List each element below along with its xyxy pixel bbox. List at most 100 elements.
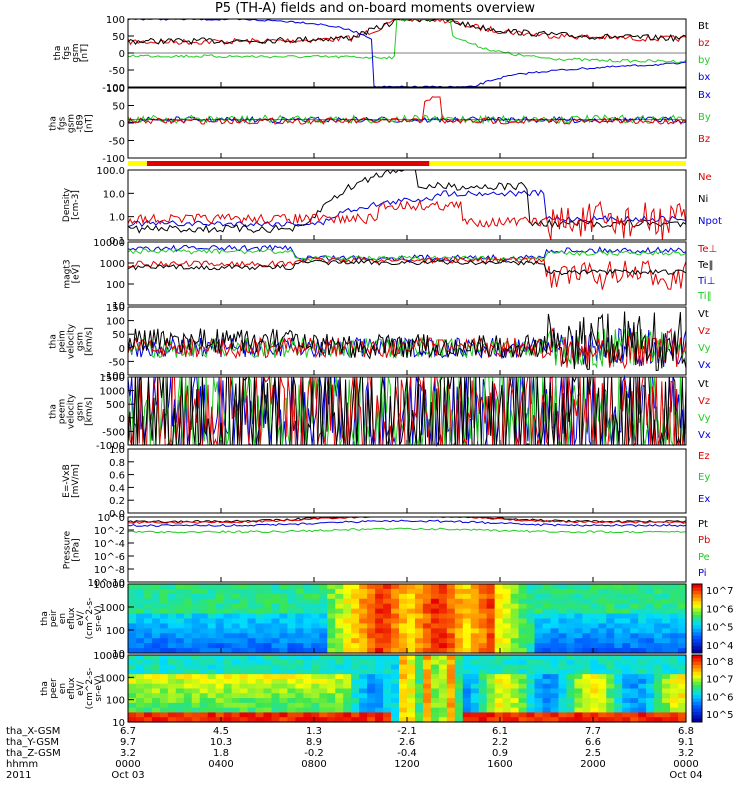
spectrogram-9-cell	[175, 643, 185, 649]
spectrogram-9-cell	[630, 603, 639, 610]
spectrogram-10-cell	[359, 693, 368, 699]
spectrogram-10-cell	[438, 693, 448, 699]
spectrogram-10-cell	[550, 698, 560, 704]
spectrogram-10-cell	[510, 717, 520, 723]
spectrogram-10-cell	[558, 674, 568, 680]
spectrogram-9-cell	[383, 633, 392, 639]
ephemeris-value: 1600	[487, 759, 513, 770]
spectrogram-9-cell	[199, 613, 209, 620]
spectrogram-9-cell	[391, 613, 400, 620]
spectrogram-9-cell	[351, 628, 360, 634]
spectrogram-9-cell	[159, 588, 169, 595]
spectrogram-9-cell	[526, 584, 536, 590]
spectrogram-9-cell	[470, 638, 480, 644]
spectrogram-9-cell	[167, 588, 177, 595]
panel-5-ytick-label: 150	[106, 303, 125, 314]
spectrogram-9-cell	[271, 593, 281, 600]
panel-6-legend-2: Vy	[698, 413, 711, 424]
spectrogram-10-cell	[167, 693, 177, 699]
spectrogram-9-cell	[375, 643, 384, 649]
spectrogram-9-cell	[255, 643, 265, 649]
spectrogram-10-cell	[638, 698, 647, 704]
spectrogram-10-cell	[407, 655, 416, 661]
spectrogram-9-cell	[391, 648, 400, 654]
spectrogram-10-cell	[510, 669, 520, 675]
spectrogram-9-cell	[128, 643, 137, 649]
spectrogram-9-cell	[128, 593, 137, 600]
colorbar-9-cell	[692, 615, 702, 619]
spectrogram-10-cell	[638, 669, 647, 675]
spectrogram-9-cell	[654, 603, 663, 610]
spectrogram-9-cell	[422, 623, 432, 629]
series-vt-line	[127, 311, 687, 372]
spectrogram-10-cell	[486, 678, 496, 685]
spectrogram-10-cell	[550, 664, 560, 670]
spectrogram-10-cell	[383, 693, 392, 699]
series-by-line	[128, 18, 687, 64]
spectrogram-9-cell	[654, 584, 663, 590]
spectrogram-10-cell	[534, 698, 544, 704]
spectrogram-9-cell	[279, 588, 289, 595]
spectrogram-9-cell	[271, 628, 281, 634]
panel-1-legend-2: Bz	[698, 134, 711, 145]
spectrogram-9-cell	[494, 648, 504, 654]
spectrogram-10-cell	[247, 659, 257, 666]
spectrogram-10-cell	[255, 693, 265, 699]
spectrogram-10-cell	[550, 678, 560, 685]
spectrogram-9-cell	[622, 584, 631, 590]
spectrogram-10-cell	[502, 669, 512, 675]
spectrogram-9-cell	[215, 628, 225, 634]
spectrogram-10-cell	[175, 674, 185, 680]
spectrogram-10-cell	[199, 659, 209, 666]
spectrogram-10-cell	[303, 712, 312, 718]
spectrogram-9-cell	[311, 638, 320, 644]
spectrogram-9-cell	[199, 593, 209, 600]
spectrogram-9-cell	[534, 638, 544, 644]
spectrogram-9-cell	[566, 638, 575, 644]
spectrogram-10-cell	[367, 683, 376, 690]
spectrogram-9-cell	[303, 608, 312, 615]
spectrogram-9-cell	[407, 613, 416, 620]
spectrogram-10-cell	[486, 702, 496, 709]
spectrogram-10-cell	[135, 683, 145, 690]
spectrogram-9-cell	[558, 613, 568, 620]
spectrogram-10-cell	[391, 717, 400, 723]
spectrogram-10-cell	[327, 664, 336, 670]
spectrogram-10-cell	[263, 674, 273, 680]
spectrogram-9-cell	[630, 584, 639, 590]
spectrogram-9-cell	[638, 593, 647, 600]
spectrogram-10-cell	[526, 693, 536, 699]
spectrogram-9-cell	[438, 633, 448, 639]
spectrogram-10-cell	[295, 712, 304, 718]
panel-0-ytick-label: -100	[102, 83, 125, 94]
spectrogram-10-cell	[319, 683, 328, 690]
spectrogram-10-cell	[638, 717, 647, 723]
spectrogram-10-cell	[470, 717, 480, 723]
spectrogram-10-cell	[574, 678, 583, 685]
spectrogram-10-cell	[399, 674, 408, 680]
spectrogram-10-cell	[462, 698, 472, 704]
spectrogram-10-cell	[478, 678, 488, 685]
spectrogram-10-cell	[590, 698, 599, 704]
spectrogram-10-cell	[191, 693, 201, 699]
spectrogram-10-cell	[255, 712, 265, 718]
spectrogram-10-cell	[351, 678, 360, 685]
panel-7-ytick-label: 0.6	[109, 471, 125, 482]
spectrogram-10-cell	[359, 698, 368, 704]
spectrogram-10-cell	[199, 707, 209, 714]
ephemeris-label-2: tha_Z-GSM	[6, 748, 61, 759]
spectrogram-9-cell	[231, 628, 241, 634]
spectrogram-9-cell	[327, 638, 336, 644]
spectrogram-9-cell	[566, 598, 575, 605]
spectrogram-9-cell	[422, 618, 432, 625]
spectrogram-9-cell	[239, 593, 249, 600]
spectrogram-9-cell	[183, 618, 193, 625]
spectrogram-9-cell	[191, 613, 201, 620]
spectrogram-9-cell	[598, 588, 607, 595]
panel-8-legend-3: Pi	[698, 567, 707, 579]
spectrogram-10-cell	[263, 717, 273, 723]
spectrogram-10-cell	[454, 664, 464, 670]
spectrogram-9-cell	[303, 598, 312, 605]
spectrogram-9-cell	[207, 613, 217, 620]
spectrogram-10-cell	[359, 674, 368, 680]
